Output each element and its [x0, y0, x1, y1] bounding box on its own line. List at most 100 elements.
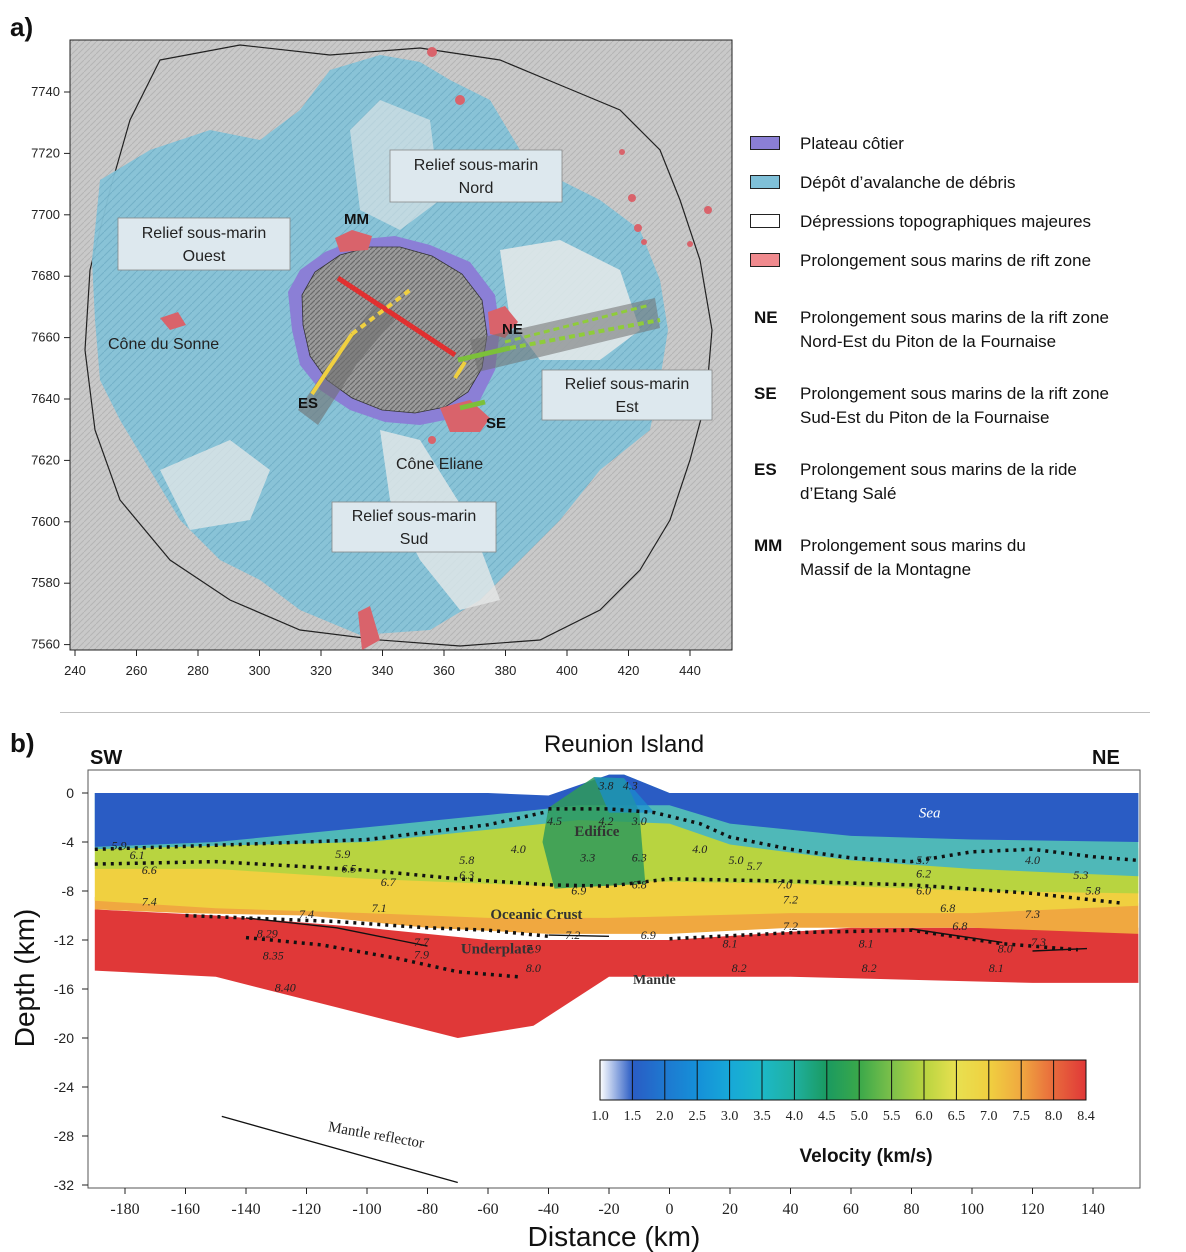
profile-green-dashed-1	[509, 318, 661, 350]
velocity-value: 8.1	[859, 936, 874, 950]
region-label-east: Relief sous-marin Est	[541, 369, 713, 421]
legend-swatch	[750, 214, 780, 228]
oceanic-crust-layer	[94, 866, 1139, 918]
section-y-tick-label: -20	[54, 1030, 74, 1046]
section-x-axis: -180 -160 -140 -120 -100 -80 -60 -40 -20 0 20 40 60 8…	[110, 1188, 1105, 1218]
seamount	[428, 436, 436, 444]
mantle-reflector-line	[221, 1115, 458, 1184]
velocity-value: 8.0	[998, 941, 1013, 955]
svg-text:Est: Est	[615, 399, 639, 416]
legend-item: Plateau côtier	[750, 132, 904, 156]
map-x-tick-label: 300	[249, 663, 271, 678]
colorbar-tick-label: 1.5	[624, 1109, 642, 1124]
map-y-tick-label: 7720	[31, 145, 60, 160]
map-x-tick-label: 360	[433, 663, 455, 678]
profile-green-short	[459, 399, 486, 411]
colorbar-tick-label: 8.4	[1077, 1109, 1095, 1124]
panel-a-label: a)	[10, 12, 34, 42]
map-y-tick-label: 7560	[31, 637, 60, 652]
svg-text:Relief sous-marin: Relief sous-marin	[414, 157, 538, 174]
velocity-value: 6.9	[571, 884, 586, 898]
region-label-south: Relief sous-marin Sud	[331, 501, 497, 553]
svg-text:Sud: Sud	[400, 531, 428, 548]
section-x-tick-label: -80	[417, 1201, 438, 1218]
legend-abbreviation: NE	[754, 308, 778, 327]
map-x-axis: 240 260 280 300 320 340 360 380 400 420 440	[64, 650, 701, 678]
velocity-value: 5.7	[916, 853, 932, 867]
boundary-upper-crust	[94, 859, 1124, 906]
bathymetry-map: Relief sous-marin Nord Relief sous-marin…	[31, 39, 733, 678]
seamount	[687, 241, 693, 247]
map-x-tick-label: 420	[618, 663, 640, 678]
colorbar-gradient	[599, 1059, 1087, 1101]
velocity-value: 8.2	[862, 961, 877, 975]
velocity-value: 4.0	[692, 842, 707, 856]
map-y-axis: 7740 7720 7700 7680 7660 7640 7620 7600 7580 7560	[31, 84, 70, 652]
velocity-value: 7.7	[414, 935, 430, 949]
colorbar-tick-label: 5.5	[883, 1109, 901, 1124]
svg-text:Relief sous-marin: Relief sous-marin	[352, 508, 476, 525]
moho-solid-w	[245, 917, 428, 947]
velocity-value: 8.0	[526, 961, 541, 975]
svg-text:Ouest: Ouest	[183, 248, 226, 265]
rift-south-tip	[358, 606, 380, 650]
map-y-tick-label: 7700	[31, 207, 60, 222]
legend-abbreviation-item: SE Prolongement sous marins de la rift zo…	[750, 382, 1109, 430]
seamount	[455, 95, 465, 105]
legend-swatch	[750, 136, 780, 150]
colorbar-title: Velocity (km/s)	[799, 1146, 932, 1167]
legend-abbreviation-item: ES Prolongement sous marins de la ride d’…	[750, 458, 1077, 506]
velocity-value: 6.7	[381, 875, 397, 889]
seamount	[634, 224, 642, 232]
label-cone-eliane: Cône Eliane	[396, 456, 483, 473]
colorbar-tick-label: 7.5	[1012, 1109, 1030, 1124]
region-label-west: Relief sous-marin Ouest	[117, 217, 291, 271]
colorbar-tick-label: 6.0	[915, 1109, 933, 1124]
section-x-tick-label: 100	[960, 1201, 984, 1218]
legend-abbreviation: MM	[754, 536, 783, 555]
x-axis-label: Distance (km)	[528, 1221, 701, 1252]
legend-abbreviation: ES	[754, 460, 777, 479]
velocity-value: 4.5	[547, 814, 562, 828]
boundary-sediment	[94, 809, 549, 852]
velocity-value: 5.8	[1086, 884, 1101, 898]
velocity-value: 7.9	[414, 947, 429, 961]
label-sw: SW	[90, 747, 122, 769]
moho-solid-e	[911, 928, 1003, 944]
seamount	[619, 149, 625, 155]
moho-solid-e2	[1032, 947, 1088, 952]
map-y-tick-label: 7620	[31, 452, 60, 467]
velocity-value: 7.4	[142, 895, 157, 909]
layer-label-edifice: Edifice	[574, 824, 619, 840]
velocity-value: 6.8	[952, 919, 967, 933]
velocity-value: 4.0	[511, 842, 526, 856]
velocity-value: 8.29	[257, 927, 278, 941]
velocity-value: 7.3	[1025, 907, 1040, 921]
velocity-value: 6.8	[940, 901, 955, 915]
velocity-value: 5.8	[459, 853, 474, 867]
transect-sw	[298, 300, 398, 425]
colorbar-tick-label: 3.0	[721, 1109, 739, 1124]
legend-swatch	[750, 253, 780, 267]
section-x-tick-label: 20	[722, 1201, 738, 1218]
velocity-values: 3.8 4.34.5 4.2 3.05.96.16.64.03.3 6.34.05.96…	[112, 778, 1101, 994]
velocity-value: 3.3	[579, 851, 595, 865]
colorbar-tick-label: 3.5	[753, 1109, 771, 1124]
profile-green	[457, 345, 511, 363]
velocity-value: 5.9	[112, 838, 127, 852]
boundary-top-crust	[548, 807, 1139, 864]
rift-se	[440, 400, 490, 432]
section-x-tick-label: -180	[110, 1201, 139, 1218]
map-y-tick-label: 7600	[31, 514, 60, 529]
rift-sonne	[160, 312, 186, 330]
layer-label-underplate: Underplate	[461, 941, 534, 957]
map-x-tick-label: 280	[187, 663, 209, 678]
section-y-tick-label: -16	[54, 981, 74, 997]
y-axis-label: Depth (km)	[9, 909, 40, 1047]
rift-mm	[335, 230, 372, 252]
sea-layer	[94, 774, 1139, 847]
legend-abbreviation-label: Prolongement sous marins de la rift zone…	[800, 308, 1109, 351]
section-x-tick-label: -160	[171, 1201, 200, 1218]
colorbar-tick-label: 8.0	[1045, 1109, 1063, 1124]
velocity-value: 6.8	[632, 878, 647, 892]
